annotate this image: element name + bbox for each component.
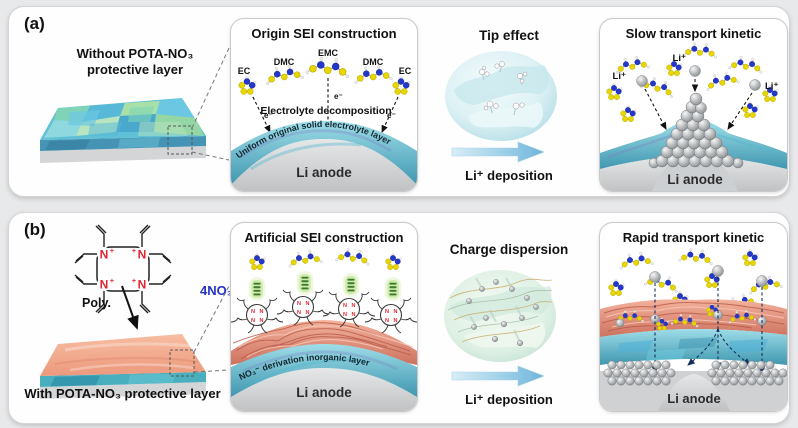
dispersed-li-ions — [466, 277, 539, 346]
li-deposition-label: Li⁺ deposition — [465, 168, 553, 183]
electron-label: e⁻ — [334, 92, 343, 101]
li-anode-mound — [231, 368, 417, 411]
li-ion-label: Li⁺ — [673, 53, 686, 64]
molecule-label-emc: EMC — [318, 48, 339, 58]
li-anode-mound — [231, 139, 417, 191]
li-anode-label: Li anode — [667, 391, 720, 406]
anion-pills — [248, 271, 402, 301]
li-ion-label: Li⁺ — [765, 81, 778, 92]
electrolyte-molecules — [249, 247, 402, 271]
li-ion — [649, 271, 661, 283]
charge-dispersion-region: Charge dispersion — [424, 226, 594, 412]
polymerization-arrow — [121, 285, 139, 330]
contour-lines — [449, 278, 553, 343]
sei-layer — [231, 121, 417, 185]
molecule-label-ec-right: EC — [399, 66, 412, 76]
li-ion — [712, 265, 724, 277]
li-anode-label: Li anode — [667, 172, 723, 187]
ion-arrows — [644, 79, 753, 130]
artificial-sei-panel: Artificial SEI construction — [230, 222, 418, 412]
charge-dispersion-title: Charge dispersion — [449, 242, 569, 257]
poly-label: Poly. — [82, 296, 111, 310]
molecule-label-dmc-right: DMC — [363, 57, 384, 67]
li-anode-mound — [652, 147, 738, 191]
tip-molecule-clusters — [479, 61, 528, 116]
tip-effect-title: Tip effect — [479, 28, 539, 43]
electrolyte-molecules — [238, 54, 411, 95]
panel-a-label: (a) — [24, 14, 45, 33]
pota-structure: N N N N + + + + — [74, 224, 172, 314]
polymer-fiber-highlights — [605, 306, 785, 328]
origin-sei-illustration: EC DMC EMC DMC EC e⁻ e⁻ e⁻ Electrolyte d… — [231, 48, 417, 191]
li-anode-label: Li anode — [296, 165, 352, 180]
charge-dispersion-illustration — [444, 270, 556, 387]
li-dendrite — [648, 92, 744, 169]
molecule-label-ec-left: EC — [238, 66, 251, 76]
slow-kinetic-title: Slow transport kinetic — [625, 26, 762, 41]
nitrogen-label: N — [138, 278, 147, 292]
contour-lines-green — [447, 289, 553, 333]
plus-charge: + — [132, 246, 137, 255]
plus-charge: + — [110, 246, 115, 255]
inorganic-layer — [600, 329, 787, 365]
electron-label: e⁻ — [264, 111, 273, 120]
deposition-arrow — [451, 141, 545, 163]
plus-charge: + — [132, 276, 137, 285]
panel-b-label: (b) — [24, 220, 46, 239]
polymer-fiber-highlights — [238, 325, 414, 358]
artificial-sei-illustration: NO₃⁻ derivation inorganic layer Li anode — [231, 247, 417, 411]
li-deposition-label: Li⁺ deposition — [465, 392, 553, 407]
inorganic-layer — [231, 344, 417, 397]
inorganic-layer-patches — [616, 337, 768, 361]
molecule-label-dmc-left: DMC — [274, 57, 295, 67]
deposition-arrow — [451, 365, 545, 387]
li-ion — [756, 275, 768, 287]
uniform-li-deposits — [603, 360, 787, 386]
tip-effect-region: Tip effect Li⁺ deposition — [424, 20, 594, 190]
electron-label: e⁻ — [387, 111, 396, 120]
origin-sei-title: Origin SEI construction — [251, 26, 397, 41]
rapid-kinetic-illustration: Li anode — [600, 247, 787, 411]
artificial-sei-title: Artificial SEI construction — [244, 230, 404, 245]
slow-kinetic-panel: Slow transport kinetic Li⁺ Li⁺ Li⁺ — [599, 18, 788, 192]
li-ion — [636, 75, 648, 87]
rapid-kinetic-panel: Rapid transport kinetic — [599, 222, 788, 412]
polymer-layer — [600, 299, 787, 337]
rapid-kinetic-title: Rapid transport kinetic — [622, 230, 765, 245]
li-ion-label: Li⁺ — [613, 71, 626, 82]
li-anode-label: Li anode — [296, 385, 352, 400]
coated-anode-caption: With POTA-NO₃ protective layer — [24, 386, 221, 401]
li-ion — [749, 79, 761, 91]
pristine-anode-caption: Without POTA-NO₃ protective layer — [76, 46, 194, 78]
nitrogen-label: N — [138, 248, 147, 262]
pristine-slab-illustration — [40, 98, 206, 163]
slow-kinetic-illustration: Li⁺ Li⁺ Li⁺ — [600, 41, 787, 191]
li-ion — [689, 65, 701, 77]
origin-sei-panel: Origin SEI construction EC DMC EMC DMC E… — [230, 18, 418, 192]
decomposition-label: Electrolyte decomposition — [260, 105, 391, 117]
plus-charge: + — [110, 276, 115, 285]
polymer-fibers — [232, 322, 412, 360]
li-anode-mound — [658, 374, 730, 411]
coated-slab-illustration — [40, 334, 206, 399]
nitrogen-label: N — [100, 248, 109, 262]
nitrogen-label: N — [100, 278, 109, 292]
tip-effect-illustration — [445, 51, 557, 163]
